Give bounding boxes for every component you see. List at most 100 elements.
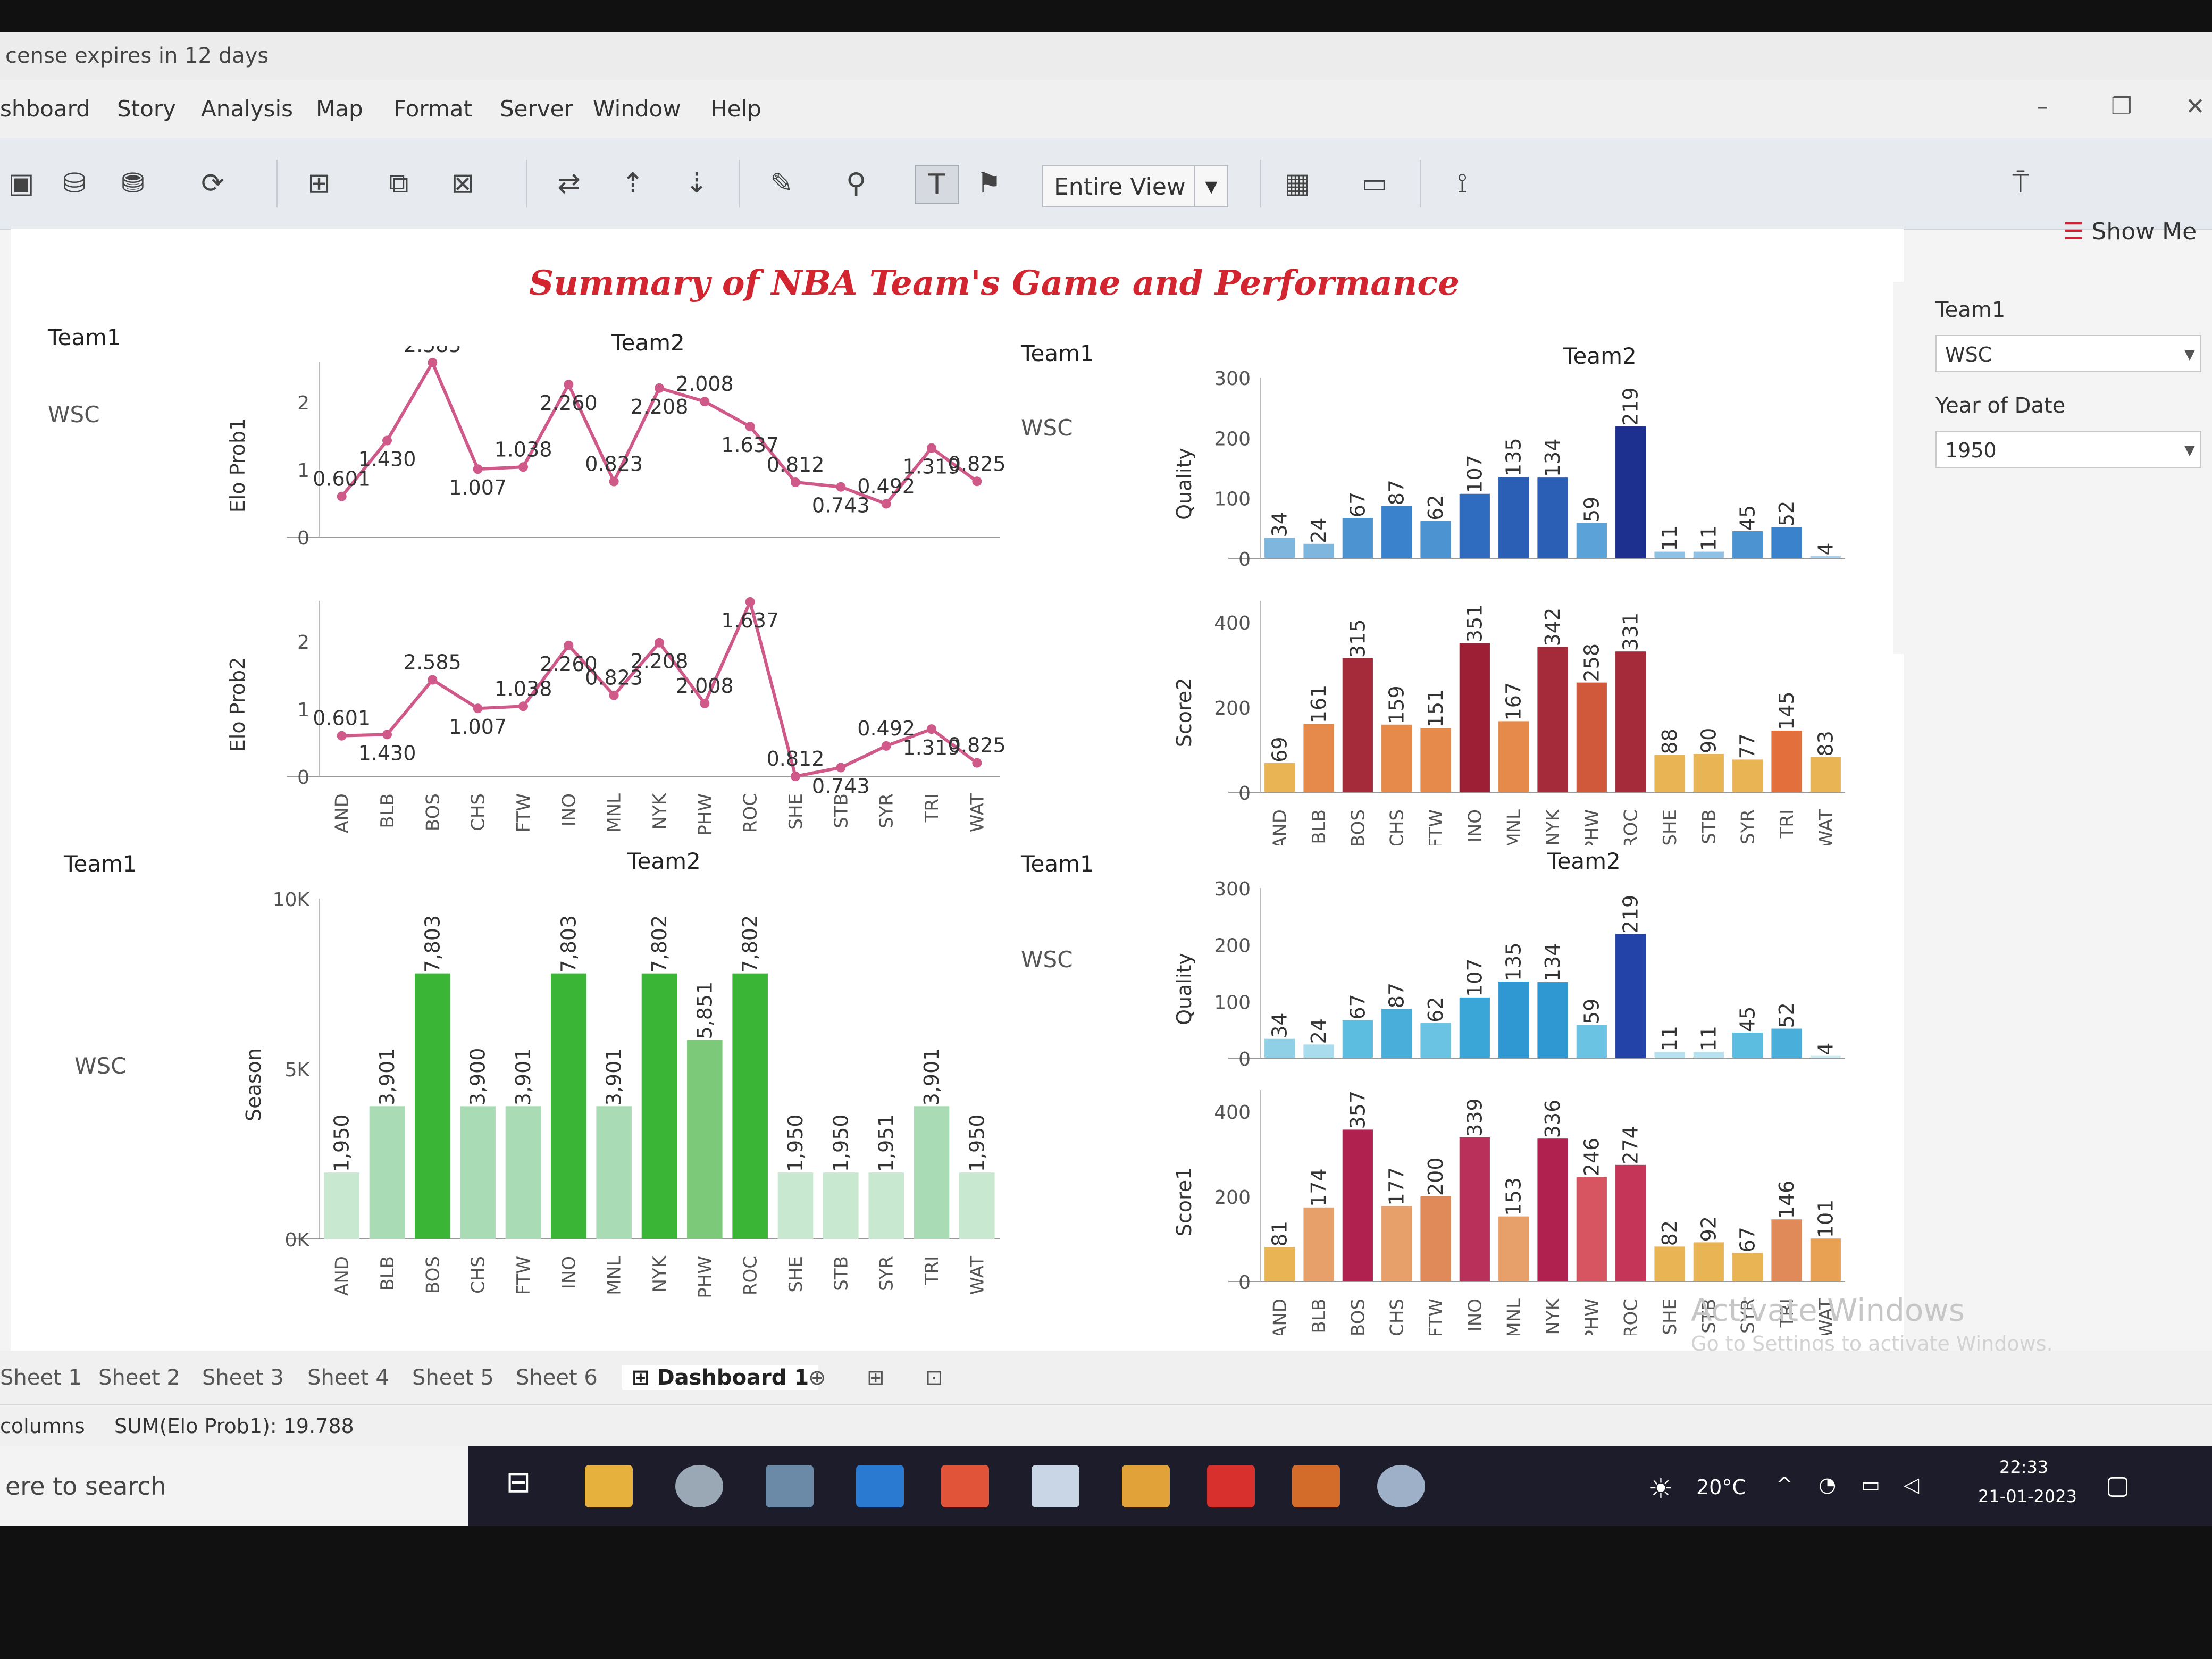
app-icon[interactable]: [1292, 1465, 1340, 1507]
battery-icon[interactable]: ▭: [1861, 1473, 1880, 1496]
x-tick-label: FTW: [1426, 1298, 1447, 1335]
clock-app-icon[interactable]: [675, 1465, 723, 1507]
menu-dashboard[interactable]: shboard: [0, 96, 90, 122]
year-filter-select[interactable]: 1950 ▼: [1936, 431, 2201, 468]
app-icon[interactable]: [766, 1465, 814, 1507]
weather-temp[interactable]: 20°C: [1696, 1476, 1746, 1499]
data-label: 7,803: [557, 915, 580, 973]
show-mark-labels-icon[interactable]: T: [915, 165, 959, 204]
dashboard-canvas: Summary of NBA Team's Game and Performan…: [11, 229, 1904, 1367]
bar: [1420, 521, 1451, 558]
chevron-down-icon: ▼: [2184, 347, 2195, 363]
menu-story[interactable]: Story: [117, 96, 176, 122]
show-cards-icon[interactable]: ▦: [1284, 167, 1311, 199]
activation-watermark: Activate Windows: [1691, 1292, 1965, 1328]
tab-sheet-5[interactable]: Sheet 5: [412, 1365, 494, 1390]
group-members-icon[interactable]: ⚲: [845, 167, 867, 199]
bar: [505, 1106, 541, 1239]
tab-sheet-1[interactable]: Sheet 1: [0, 1365, 82, 1390]
clock-time[interactable]: 22:33: [1999, 1457, 2049, 1477]
notifications-icon[interactable]: ▢: [2106, 1470, 2130, 1500]
taskbar-search[interactable]: ere to search: [0, 1446, 468, 1526]
quality-score1-panel: Team1 Team2 WSC Quality 0 100 200 300 34 24 67 8…: [1010, 840, 1925, 1335]
tab-sheet-2[interactable]: Sheet 2: [98, 1365, 180, 1390]
data-label: 1.637: [721, 609, 779, 632]
tab-sheet-4[interactable]: Sheet 4: [307, 1365, 389, 1390]
close-icon[interactable]: ✕: [2185, 93, 2205, 120]
menu-format[interactable]: Format: [393, 96, 473, 122]
new-datasource-icon[interactable]: ⛁: [63, 167, 86, 199]
duplicate-sheet-icon[interactable]: ⧉: [389, 167, 409, 199]
new-dashboard-tab-icon[interactable]: ⊞: [867, 1365, 885, 1390]
toolbar-separator: [1420, 160, 1421, 207]
fit-view-select[interactable]: Entire View ▼: [1042, 165, 1228, 207]
data-label: 1,951: [875, 1114, 898, 1172]
data-label: 0.823: [585, 666, 643, 690]
new-worksheet-tab-icon[interactable]: ⊕: [808, 1365, 826, 1390]
data-label: 67: [1346, 492, 1369, 517]
refresh-icon[interactable]: ⟳: [201, 167, 224, 199]
toolbar-separator: [526, 160, 527, 207]
chevron-up-icon[interactable]: ^: [1776, 1473, 1793, 1496]
data-label: 62: [1424, 997, 1447, 1023]
clock-date[interactable]: 21-01-2023: [1978, 1486, 2077, 1506]
pause-datasource-icon[interactable]: ⛃: [121, 167, 145, 199]
toolbar: ▣ ⛁ ⛃ ⟳ ⊞ ⧉ ⊠ ⇄ ⇡ ⇣ ✎ ⚲ T ⚑ Entire View …: [0, 138, 2212, 245]
tab-sheet-6[interactable]: Sheet 6: [516, 1365, 598, 1390]
wps-office-icon[interactable]: [1207, 1465, 1255, 1507]
minimize-icon[interactable]: –: [2037, 93, 2048, 120]
save-icon[interactable]: ▣: [8, 167, 35, 199]
bar: [1498, 982, 1529, 1058]
menu-help[interactable]: Help: [710, 96, 761, 122]
data-label: 1,950: [829, 1114, 852, 1172]
team2-header: Team2: [1563, 343, 1637, 369]
sort-descending-icon[interactable]: ⇣: [685, 167, 708, 199]
tab-sheet-3[interactable]: Sheet 3: [202, 1365, 284, 1390]
pin-icon[interactable]: ⍑: [2012, 167, 2029, 199]
data-label: 87: [1385, 480, 1409, 505]
vscode-icon[interactable]: [856, 1465, 904, 1507]
x-tick-label: ROC: [1621, 809, 1642, 845]
data-label: 2.008: [676, 674, 734, 698]
data-label: 331: [1619, 613, 1643, 651]
tab-dashboard-1[interactable]: ⊞ Dashboard 1: [622, 1365, 819, 1390]
restore-icon[interactable]: ❐: [2111, 93, 2132, 120]
weather-icon[interactable]: ☀: [1648, 1473, 1673, 1505]
data-point: [836, 763, 846, 773]
fix-axes-icon[interactable]: ⚑: [976, 167, 1002, 199]
clear-sheet-icon[interactable]: ⊠: [451, 167, 474, 199]
file-explorer-icon[interactable]: [585, 1465, 633, 1507]
sort-ascending-icon[interactable]: ⇡: [621, 167, 644, 199]
wifi-icon[interactable]: ◔: [1819, 1473, 1837, 1496]
data-label: 167: [1502, 682, 1526, 721]
team1-filter-select[interactable]: WSC ▼: [1936, 335, 2201, 372]
menu-map[interactable]: Map: [316, 96, 363, 122]
app-icon[interactable]: [1377, 1465, 1425, 1507]
x-tick-label: INO: [1464, 809, 1486, 842]
tableau-icon[interactable]: [1032, 1465, 1079, 1507]
x-tick-label: BOS: [422, 1256, 443, 1294]
show-me-button[interactable]: ☰ Show Me: [2063, 218, 2197, 245]
highlight-icon[interactable]: ✎: [770, 167, 793, 199]
bar: [732, 973, 768, 1239]
new-worksheet-icon[interactable]: ⊞: [307, 167, 331, 199]
x-tick-label: CHS: [468, 1256, 489, 1294]
data-label: 87: [1385, 983, 1409, 1008]
volume-icon[interactable]: ◁: [1904, 1473, 1920, 1496]
presentation-mode-icon[interactable]: ▭: [1361, 167, 1388, 199]
app-icon[interactable]: [1122, 1465, 1170, 1507]
brave-icon[interactable]: [941, 1465, 989, 1507]
menu-analysis[interactable]: Analysis: [201, 96, 294, 122]
data-label: 1,950: [330, 1114, 354, 1172]
data-point: [927, 724, 936, 734]
menu-server[interactable]: Server: [500, 96, 573, 122]
task-view-icon[interactable]: ⊟: [506, 1465, 531, 1499]
swap-rows-columns-icon[interactable]: ⇄: [557, 167, 581, 199]
x-tick-label: WAT: [967, 1256, 988, 1295]
y-tick-label: 1: [297, 460, 309, 482]
share-icon[interactable]: ⟟: [1457, 167, 1468, 199]
data-point: [428, 357, 438, 367]
menu-window[interactable]: Window: [593, 96, 681, 122]
new-story-tab-icon[interactable]: ⊡: [925, 1365, 943, 1390]
